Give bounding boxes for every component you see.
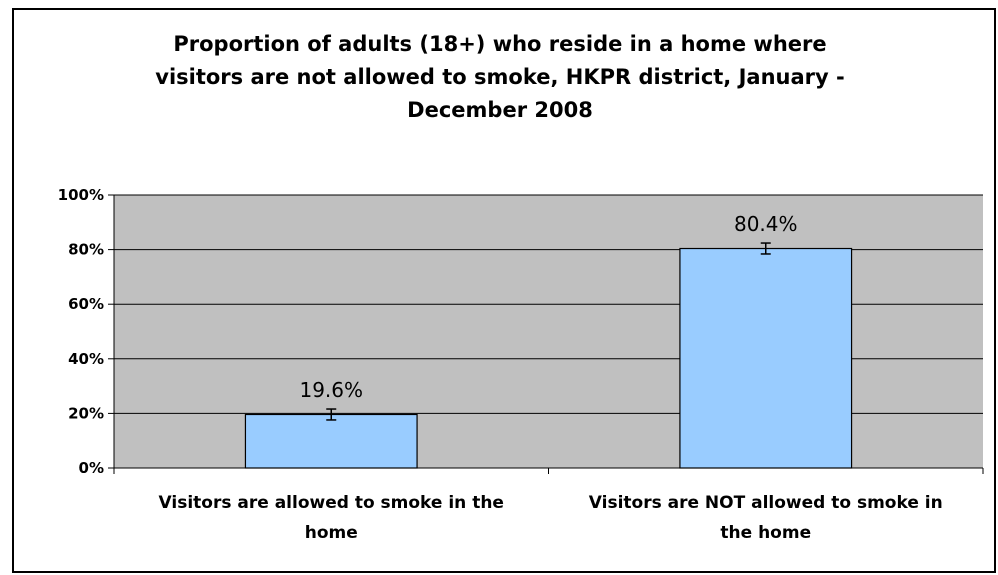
y-tick-label: 60% xyxy=(68,295,104,313)
category-label: Visitors are allowed to smoke in the xyxy=(159,493,504,513)
y-tick-label: 80% xyxy=(68,241,104,259)
axes xyxy=(108,194,984,474)
y-tick-label: 100% xyxy=(58,186,104,204)
bar xyxy=(244,413,418,469)
chart-title: Proportion of adults (18+) who reside in… xyxy=(155,32,845,122)
labels: 0% 20% 40% 60% 80% 100% 19.6% Visitors are allo… xyxy=(58,186,943,543)
y-tick-label: 40% xyxy=(68,350,104,368)
category-label: the home xyxy=(720,523,811,543)
data-label: 80.4% xyxy=(734,212,798,236)
category-label: Visitors are NOT allowed to smoke in xyxy=(589,493,943,513)
y-tick-label: 20% xyxy=(68,404,104,422)
plot-area xyxy=(114,195,983,468)
bar xyxy=(679,247,853,469)
data-label: 19.6% xyxy=(299,378,363,402)
category-label: home xyxy=(305,523,358,543)
y-tick-label: 0% xyxy=(79,459,104,477)
bars xyxy=(244,242,853,469)
